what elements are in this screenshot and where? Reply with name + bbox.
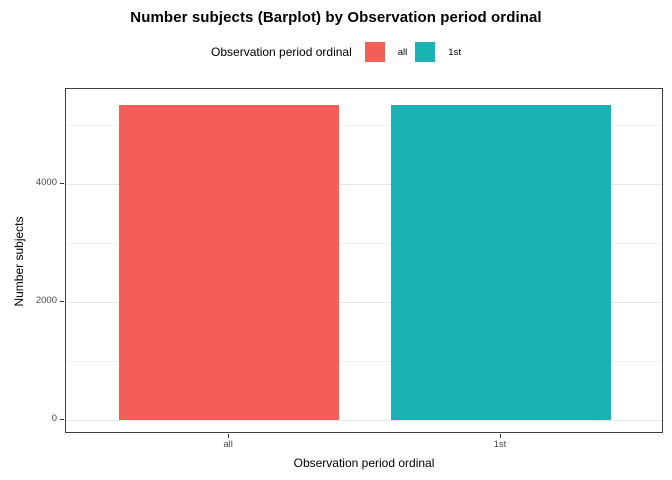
x-tick-label-all: all (223, 439, 233, 450)
y-tick-0 (60, 419, 64, 420)
x-tick-all (228, 434, 230, 438)
y-tick-label-0: 0 (51, 413, 57, 424)
gridline-major-2000 (66, 301, 662, 303)
y-tick-label-2000: 2000 (35, 295, 57, 307)
legend-item-all: all (364, 42, 408, 62)
plot-panel (65, 88, 663, 433)
gridline-minor-3000 (66, 242, 662, 244)
legend-label-all: all (397, 46, 408, 58)
gridline-minor-5000 (66, 125, 662, 127)
y-tick-label-4000: 4000 (35, 177, 57, 189)
y-tick-4000 (60, 183, 64, 185)
legend-title: Observation period ordinal (211, 45, 352, 59)
legend-swatch-1st (415, 42, 436, 62)
x-axis-title: Observation period ordinal (293, 456, 435, 470)
legend: Observation period ordinal all 1st (0, 42, 672, 62)
x-tick-1st (499, 434, 501, 438)
legend-swatch-all (364, 42, 385, 62)
x-tick-label-1st: 1st (493, 439, 507, 450)
gridline-major-4000 (66, 183, 662, 185)
y-tick-2000 (60, 301, 64, 303)
legend-label-1st: 1st (448, 46, 461, 58)
gridline-minor-1000 (66, 360, 662, 362)
legend-item-1st: 1st (415, 42, 461, 62)
y-axis-title: Number subjects (12, 216, 26, 307)
bar-all (119, 104, 340, 420)
bar-1st (390, 104, 611, 420)
chart-title: Number subjects (Barplot) by Observation… (130, 9, 542, 26)
gridline-major-0 (66, 419, 662, 421)
